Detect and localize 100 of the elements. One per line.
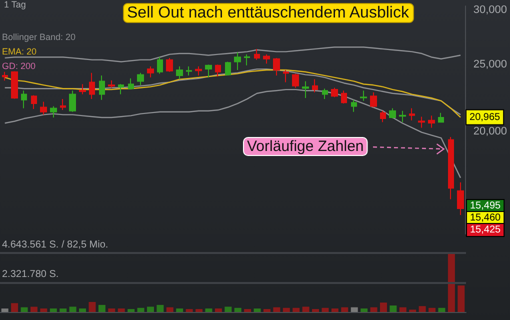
bar: [30, 306, 38, 312]
candlestick: [40, 101, 47, 116]
bar: [186, 309, 193, 312]
bar: [205, 308, 212, 312]
bar: [60, 308, 67, 312]
bar: [20, 307, 28, 312]
bar: [273, 307, 280, 312]
candlestick: [351, 99, 357, 112]
candlestick: [409, 108, 415, 121]
candlestick: [205, 64, 212, 78]
bar: [214, 308, 222, 312]
candlestick: [166, 57, 173, 72]
candlestick: [322, 88, 328, 100]
bar: [244, 309, 252, 312]
annotation: 1 Tag: [4, 0, 26, 10]
bar: [292, 308, 300, 312]
bar: [254, 308, 261, 312]
ref-line-label: 4.643.561 S. / 82,5 Mio.: [2, 240, 108, 250]
data-label: 20,965: [470, 112, 501, 123]
candlestick: [428, 115, 435, 128]
candlestick: [11, 70, 18, 100]
bar: [302, 306, 310, 312]
bar: [263, 309, 270, 312]
text: 15,460: [470, 212, 502, 224]
bar: [428, 308, 436, 312]
bar: [438, 308, 446, 312]
bar: [380, 302, 387, 312]
bar: [79, 308, 86, 312]
bar: [448, 253, 455, 312]
bar: [88, 302, 96, 312]
candlestick: [448, 136, 454, 200]
bar: [98, 304, 106, 312]
candlestick: [137, 72, 144, 86]
candlestick: [79, 84, 86, 95]
line-series: [4, 88, 462, 178]
bar: [370, 307, 378, 312]
candlestick: [312, 78, 318, 93]
candlestick: [360, 90, 367, 102]
bar: [224, 306, 232, 312]
y-tick-label: 20,000: [473, 125, 508, 138]
text: 15,425: [470, 224, 502, 236]
chart-title: Sell Out nach enttäuschendem Ausblick: [127, 4, 410, 22]
candlestick: [438, 112, 444, 123]
bar: [399, 307, 406, 312]
text: 15,495: [470, 200, 502, 212]
candlestick: [341, 90, 347, 104]
candlestick: [331, 87, 338, 98]
candlestick: [195, 66, 202, 76]
bar: [312, 309, 320, 312]
candlestick: [263, 54, 270, 64]
candlestick: [457, 182, 464, 216]
bar: [350, 307, 358, 312]
bar: [418, 306, 426, 312]
candlestick: [128, 78, 134, 90]
candlestick: [254, 48, 260, 60]
candlestick: [176, 66, 183, 80]
bar: [128, 309, 135, 312]
candlestick: [370, 92, 377, 108]
bar: [146, 306, 154, 312]
candlestick: [31, 94, 37, 110]
text: EMA: 20: [2, 46, 37, 56]
bar: [156, 304, 164, 312]
bar: [11, 303, 18, 312]
candlestick: [380, 110, 386, 123]
candlestick: [157, 56, 163, 74]
annotation: Vorläufige Zahlen: [247, 138, 364, 155]
bar: [234, 308, 242, 312]
candlestick: [283, 70, 289, 83]
candlestick: [69, 90, 76, 112]
bar: [108, 308, 116, 312]
candlestick: [244, 54, 250, 66]
bar: [118, 308, 125, 312]
candlestick: [147, 66, 154, 78]
candlestick: [108, 80, 115, 88]
bar: [458, 285, 465, 312]
bar: [40, 308, 48, 312]
y-tick-label: 25,000: [473, 58, 508, 71]
bar: [137, 308, 144, 312]
candlestick: [99, 75, 105, 100]
legend-label: GD: 200: [2, 61, 36, 71]
candlestick: [60, 98, 66, 111]
bar: [50, 308, 57, 312]
candlestick: [21, 90, 27, 109]
candlestick: [302, 80, 309, 99]
ref-line-label: 2.321.780 S.: [2, 269, 59, 280]
candlestick: [50, 106, 57, 118]
candlestick: [399, 110, 406, 123]
bar: [341, 307, 348, 312]
line-series: [4, 46, 462, 62]
bar: [69, 306, 76, 312]
bar: [360, 308, 368, 312]
bar: [331, 308, 338, 312]
bar: [196, 309, 203, 312]
series-label: Bollinger Band: 20: [2, 32, 76, 42]
y-tick-label: 30,000: [473, 4, 508, 16]
candlestick: [225, 61, 231, 76]
candlestick: [234, 52, 241, 71]
candlestick: [418, 116, 425, 128]
bar: [176, 308, 184, 312]
candlestick: [89, 72, 95, 100]
